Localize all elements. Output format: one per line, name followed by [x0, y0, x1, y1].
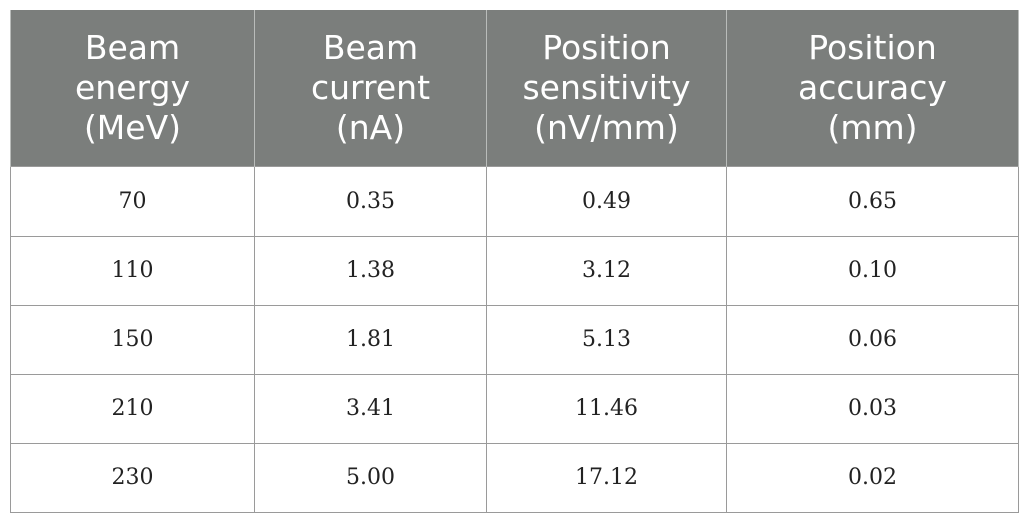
cell-position-sensitivity: 11.46 — [486, 373, 727, 444]
cell-position-accuracy: 0.65 — [726, 165, 1019, 237]
header-position-accuracy: Position accuracy (mm) — [726, 10, 1019, 166]
cell-beam-current: 1.81 — [254, 304, 487, 375]
cell-position-accuracy: 0.03 — [726, 373, 1019, 444]
cell-beam-energy: 70 — [10, 165, 255, 237]
header-text: (nV/mm) — [534, 107, 679, 147]
cell-position-sensitivity: 5.13 — [486, 304, 727, 375]
table-row: 210 3.41 11.46 0.03 — [10, 373, 1019, 444]
header-text: Beam — [84, 27, 181, 67]
header-text: sensitivity — [522, 67, 691, 107]
header-text: Position — [808, 27, 937, 67]
cell-beam-energy: 150 — [10, 304, 255, 375]
cell-position-accuracy: 0.02 — [726, 442, 1019, 513]
cell-beam-current: 0.35 — [254, 165, 487, 237]
data-table-container: Beam energy (MeV) Beam current (nA) Posi… — [10, 10, 1019, 513]
header-text: (MeV) — [83, 107, 182, 147]
cell-beam-current: 5.00 — [254, 442, 487, 513]
table-row: 150 1.81 5.13 0.06 — [10, 304, 1019, 375]
header-beam-current: Beam current (nA) — [254, 10, 487, 166]
table-body: 70 0.35 0.49 0.65 110 1.38 3.12 0.10 150… — [10, 165, 1019, 513]
cell-position-accuracy: 0.10 — [726, 235, 1019, 306]
header-text: (mm) — [827, 107, 918, 147]
cell-position-sensitivity: 17.12 — [486, 442, 727, 513]
header-text: Beam — [322, 27, 419, 67]
header-row: Beam energy (MeV) Beam current (nA) Posi… — [10, 10, 1019, 166]
cell-beam-current: 1.38 — [254, 235, 487, 306]
data-table: Beam energy (MeV) Beam current (nA) Posi… — [10, 10, 1019, 513]
header-text: Position — [542, 27, 671, 67]
cell-beam-energy: 110 — [10, 235, 255, 306]
table-header: Beam energy (MeV) Beam current (nA) Posi… — [10, 10, 1019, 166]
cell-beam-current: 3.41 — [254, 373, 487, 444]
header-text: (nA) — [335, 107, 406, 147]
header-text: accuracy — [798, 67, 947, 107]
table-row: 110 1.38 3.12 0.10 — [10, 235, 1019, 306]
header-text: current — [310, 67, 431, 107]
cell-position-accuracy: 0.06 — [726, 304, 1019, 375]
cell-beam-energy: 230 — [10, 442, 255, 513]
table-row: 230 5.00 17.12 0.02 — [10, 442, 1019, 513]
header-position-sensitivity: Position sensitivity (nV/mm) — [486, 10, 727, 166]
cell-position-sensitivity: 3.12 — [486, 235, 727, 306]
table-row: 70 0.35 0.49 0.65 — [10, 165, 1019, 237]
header-text: energy — [75, 67, 190, 107]
header-beam-energy: Beam energy (MeV) — [10, 10, 255, 166]
cell-beam-energy: 210 — [10, 373, 255, 444]
cell-position-sensitivity: 0.49 — [486, 165, 727, 237]
